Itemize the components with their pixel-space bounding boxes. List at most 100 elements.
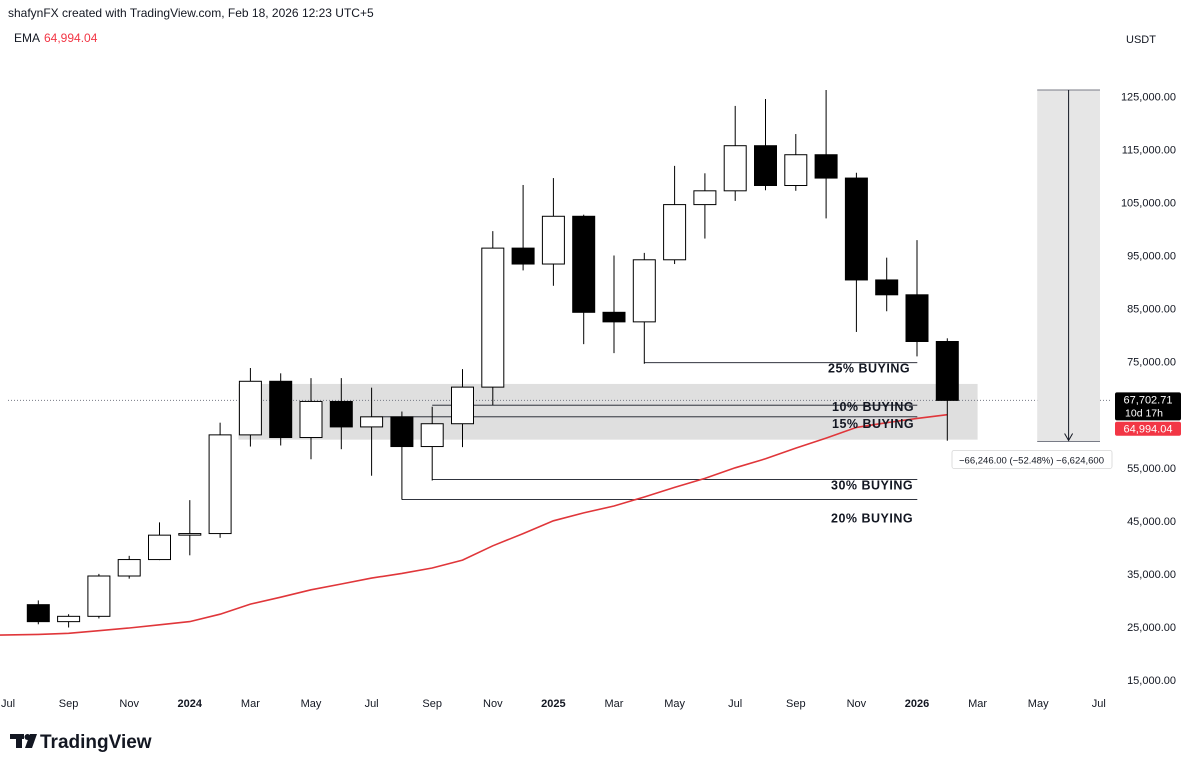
buying-level-label: 20% BUYING [831,512,913,526]
indicator-value: 64,994.04 [44,31,98,45]
y-tick-label: 45,000.00 [1127,516,1176,528]
x-tick-label: Nov [119,698,139,710]
candle[interactable] [208,422,232,538]
x-tick-label: Sep [422,698,442,710]
candle-body [541,215,565,265]
ema-layer [0,413,948,636]
candle[interactable] [87,573,111,619]
candle[interactable] [723,105,747,201]
last-price-value: 67,702.71 [1124,394,1173,406]
y-tick-label: 85,000.00 [1127,304,1176,316]
candle-body [269,380,293,439]
candle[interactable] [299,378,323,460]
candle-body [784,154,808,187]
measure-arrow-head [1064,433,1074,442]
candle[interactable] [390,411,414,500]
candle[interactable] [420,406,444,481]
candle-body [390,416,414,448]
candle-body [632,259,656,323]
x-tick-label: 2025 [541,698,565,710]
candle[interactable] [178,500,202,556]
candle[interactable] [754,99,777,191]
candle-body [693,190,717,206]
candle[interactable] [451,369,474,448]
measure-label: −66,246.00 (−52.48%) −6,624,600 [959,455,1104,466]
y-tick-label: 35,000.00 [1127,569,1176,581]
candle[interactable] [360,387,384,476]
candle[interactable] [117,555,141,579]
candles-layer [26,90,959,628]
buying-level-label: 25% BUYING [828,362,910,376]
last-price-badge [1115,392,1181,421]
candle[interactable] [511,184,535,271]
candle[interactable] [26,600,50,625]
x-tick-label: Jul [1092,698,1106,710]
candle[interactable] [57,614,81,628]
x-tick-label: 2024 [178,698,203,710]
candle[interactable] [541,178,565,286]
candle[interactable] [269,373,293,446]
candle-body [148,534,171,561]
x-tick-label: 2026 [905,698,929,710]
header: shafynFX created with TradingView.com, F… [8,6,1156,46]
candle-body [178,533,202,536]
attribution-text: shafynFX created with TradingView.com, F… [8,6,374,20]
tradingview-logo[interactable]: TradingView [10,732,152,753]
candle-body [663,204,687,261]
candle[interactable] [481,231,505,406]
candle[interactable] [784,134,808,191]
candle-body [511,247,535,265]
x-axis: Jul Sep Nov 2024 Mar May Jul Sep Nov 2025 Mar May Ju… [1,698,1106,710]
buying-level-label: 10% BUYING [832,400,914,414]
x-tick-label: Mar [241,698,260,710]
buying-level-label: 15% BUYING [832,417,914,431]
ema-price-value: 64,994.04 [1124,424,1173,436]
candle-body [481,247,505,388]
candle-body [208,434,232,535]
candle[interactable] [844,172,868,332]
candle[interactable] [602,255,626,354]
y-axis: 15,000.00 25,000.00 35,000.00 45,000.00 55,0… [1121,91,1176,687]
candle-body [299,400,323,439]
candle[interactable] [148,522,171,561]
candle[interactable] [693,173,717,239]
x-tick-label: Sep [59,698,79,710]
candle[interactable] [329,378,353,450]
candle-body [844,177,868,281]
buy-zone [238,383,978,440]
y-tick-label: 25,000.00 [1127,622,1176,634]
candle-body [420,423,444,448]
candle-body [360,416,384,428]
y-tick-label: 15,000.00 [1127,675,1176,687]
candle[interactable] [663,165,687,265]
logo-text: TradingView [40,732,152,753]
indicator-name[interactable]: EMA [14,31,40,45]
ema-line [0,413,948,636]
y-tick-label: 115,000.00 [1122,144,1176,156]
y-tick-label: 75,000.00 [1127,357,1176,369]
x-tick-label: Nov [483,698,503,710]
candle[interactable] [238,368,262,447]
candle[interactable] [905,240,929,357]
x-tick-label: May [664,698,685,710]
x-tick-label: Sep [786,698,806,710]
x-tick-label: Jul [1,698,15,710]
candle-body [57,615,81,623]
candle-body [117,559,141,577]
currency-label[interactable]: USDT [1126,34,1156,46]
measure-layer: −66,246.00 (−52.48%) −6,624,600 [951,89,1113,469]
candle-body [723,145,747,192]
candle[interactable] [814,90,838,219]
x-tick-label: Mar [605,698,624,710]
candle[interactable] [935,338,959,441]
candle-body [572,215,596,313]
x-tick-label: Mar [968,698,987,710]
buying-level-label: 30% BUYING [831,478,913,492]
candle[interactable] [632,252,656,364]
candle[interactable] [875,257,899,312]
y-tick-label: 125,000.00 [1121,91,1176,103]
x-tick-label: Jul [365,698,379,710]
candle[interactable] [572,214,596,345]
buying-level-labels-layer: 25% BUYING 10% BUYING 15% BUYING 30% BUYING… [828,362,914,526]
